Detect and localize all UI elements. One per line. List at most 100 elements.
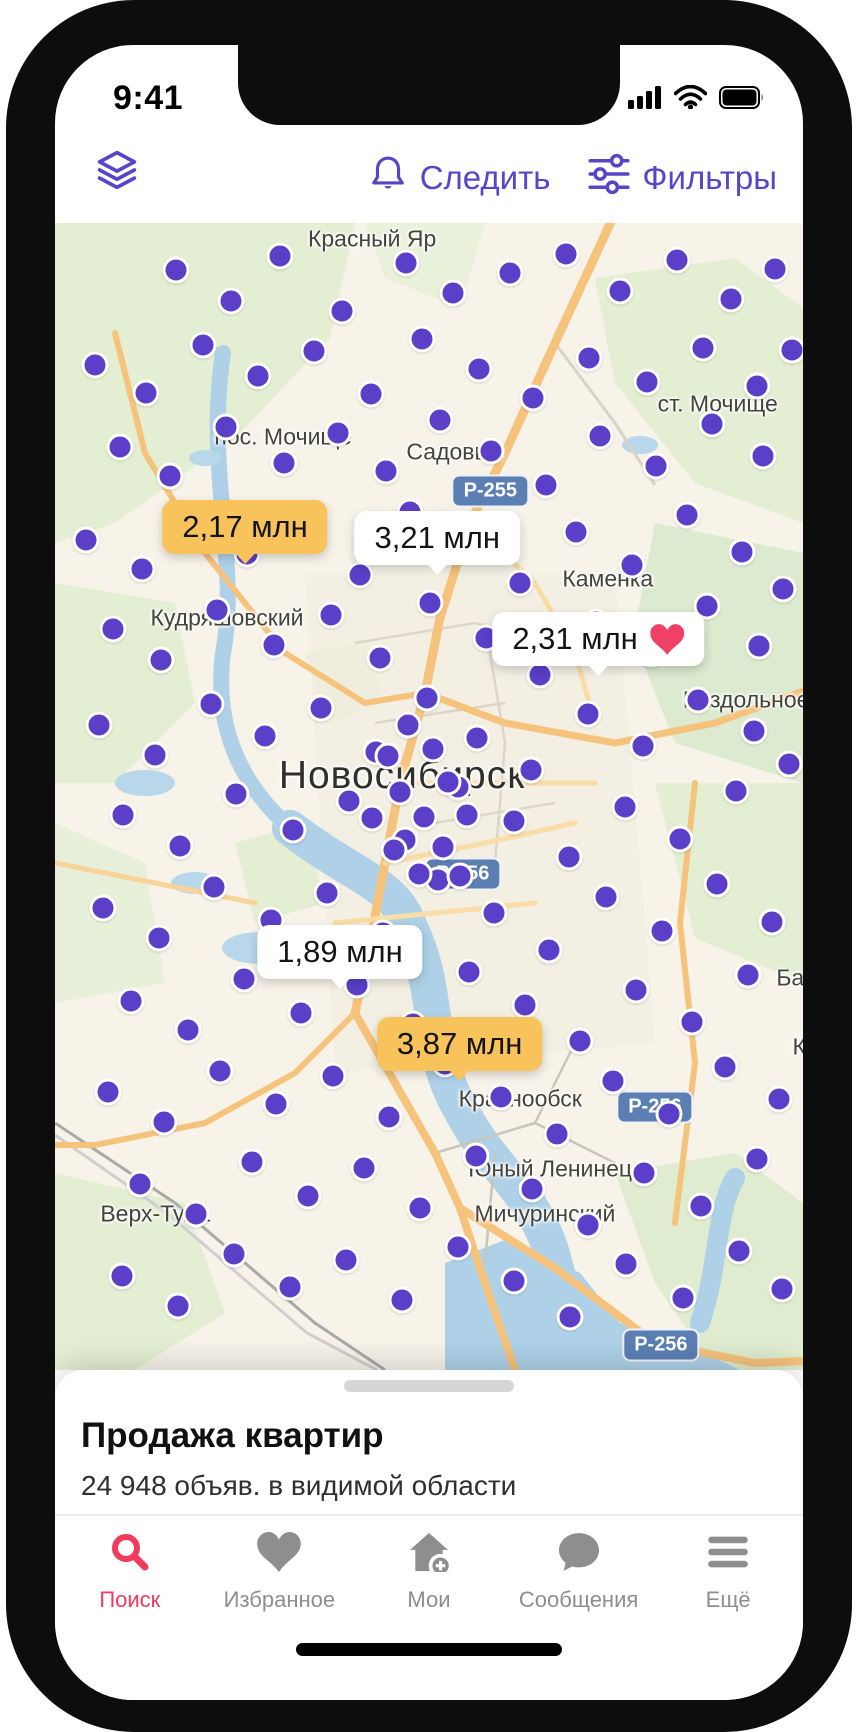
map-pin[interactable] [350, 1154, 378, 1182]
map-pin[interactable] [230, 965, 258, 993]
map-pin[interactable] [366, 644, 394, 672]
map-pin[interactable] [238, 1148, 266, 1176]
map-pin[interactable] [518, 1175, 546, 1203]
map-pin[interactable] [574, 700, 602, 728]
map-pin[interactable] [380, 836, 408, 864]
map-pin[interactable] [728, 538, 756, 566]
map-pin[interactable] [375, 1103, 403, 1130]
map-pin[interactable] [410, 803, 438, 831]
map-pin[interactable] [465, 355, 493, 383]
map-pin[interactable] [669, 1284, 697, 1312]
map-pin[interactable] [89, 894, 117, 922]
map-pin[interactable] [439, 279, 467, 307]
map-pin[interactable] [328, 297, 356, 325]
map-pin[interactable] [778, 336, 803, 364]
map-pin[interactable] [434, 768, 462, 796]
map-pin[interactable] [276, 1273, 304, 1301]
map-pin[interactable] [372, 457, 400, 485]
map-pin[interactable] [556, 1303, 584, 1331]
map-pin[interactable] [689, 334, 717, 362]
map-pin[interactable] [462, 1142, 490, 1169]
map-pin[interactable] [453, 801, 481, 829]
map-pin[interactable] [307, 694, 335, 722]
map-pin[interactable] [132, 379, 159, 407]
map-pin[interactable] [332, 1246, 360, 1274]
map-pin[interactable] [543, 1120, 571, 1148]
map-pin[interactable] [775, 750, 803, 778]
map-pin[interactable] [222, 780, 250, 808]
map-pin[interactable] [444, 1233, 472, 1261]
map-pin[interactable] [622, 976, 650, 1004]
home-indicator[interactable] [296, 1643, 562, 1656]
map-pin[interactable] [126, 1170, 154, 1198]
map-pin[interactable] [416, 589, 444, 617]
price-pill[interactable]: 3,87 млн [376, 1017, 543, 1072]
price-pill[interactable]: 2,17 млн [162, 499, 328, 554]
map-pin[interactable] [244, 362, 272, 390]
map-pin[interactable] [108, 1262, 136, 1290]
map-pin[interactable] [703, 870, 731, 898]
price-pill[interactable]: 3,21 млн [354, 511, 520, 566]
map-pin[interactable] [725, 1237, 753, 1265]
map-pin[interactable] [552, 240, 580, 268]
map-pin[interactable] [749, 442, 777, 470]
map[interactable]: Красный Яр пос. Мочище Садовый ст. Мочище Ка… [55, 223, 803, 1370]
map-pin[interactable] [606, 277, 634, 305]
map-pin[interactable] [413, 684, 441, 712]
map-pin[interactable] [500, 807, 528, 835]
map-pin[interactable] [611, 793, 639, 821]
map-pin[interactable] [511, 991, 539, 1019]
tab-favorites[interactable]: Избранное [205, 1516, 355, 1646]
map-pin[interactable] [745, 632, 773, 660]
map-pin[interactable] [419, 735, 447, 763]
map-pin[interactable] [319, 1062, 346, 1090]
map-pin[interactable] [648, 917, 676, 945]
map-pin[interactable] [480, 899, 508, 927]
map-pin[interactable] [743, 372, 771, 400]
map-pin[interactable] [99, 615, 127, 643]
map-pin[interactable] [532, 471, 560, 499]
map-pin[interactable] [463, 724, 491, 752]
tab-messages[interactable]: Сообщения [504, 1516, 654, 1646]
map-pin[interactable] [663, 246, 691, 274]
map-pin[interactable] [655, 1100, 683, 1128]
map-pin[interactable] [260, 631, 288, 659]
map-pin[interactable] [217, 287, 245, 315]
map-pin[interactable] [374, 742, 402, 770]
map-pin[interactable] [765, 1085, 793, 1113]
map-pin[interactable] [487, 1083, 515, 1111]
map-pin[interactable] [317, 601, 345, 629]
price-pill[interactable]: 1,89 млн [257, 925, 423, 980]
map-pin[interactable] [519, 384, 547, 412]
tab-search[interactable]: Поиск [55, 1516, 205, 1646]
map-pin[interactable] [106, 433, 134, 461]
map-pin[interactable] [698, 410, 726, 438]
map-pin[interactable] [203, 596, 231, 624]
map-pin[interactable] [477, 437, 505, 465]
map-pin[interactable] [206, 1057, 234, 1085]
tab-my[interactable]: Мои [354, 1516, 504, 1646]
map-pin[interactable] [406, 1194, 434, 1222]
map-pin[interactable] [270, 449, 298, 477]
map-pin[interactable] [251, 722, 279, 750]
map-pin[interactable] [740, 717, 768, 745]
map-pin[interactable] [85, 711, 113, 739]
map-pin[interactable] [197, 690, 225, 718]
map-pin[interactable] [500, 1267, 528, 1295]
map-pin[interactable] [72, 526, 100, 554]
map-pin[interactable] [294, 1182, 322, 1210]
map-pin[interactable] [262, 1090, 290, 1118]
map-pin[interactable] [612, 1250, 640, 1278]
map-pin[interactable] [506, 569, 534, 597]
map-pin[interactable] [212, 413, 240, 441]
map-pin[interactable] [81, 351, 109, 379]
map-pin[interactable] [535, 936, 563, 964]
map-pin[interactable] [455, 958, 483, 986]
map-pin[interactable] [117, 987, 145, 1015]
map-pin[interactable] [673, 501, 701, 529]
map-pin[interactable] [335, 787, 363, 815]
map-pin[interactable] [599, 1067, 627, 1095]
map-pin[interactable] [408, 325, 436, 353]
map-pin[interactable] [145, 924, 173, 952]
map-pin[interactable] [618, 551, 646, 579]
